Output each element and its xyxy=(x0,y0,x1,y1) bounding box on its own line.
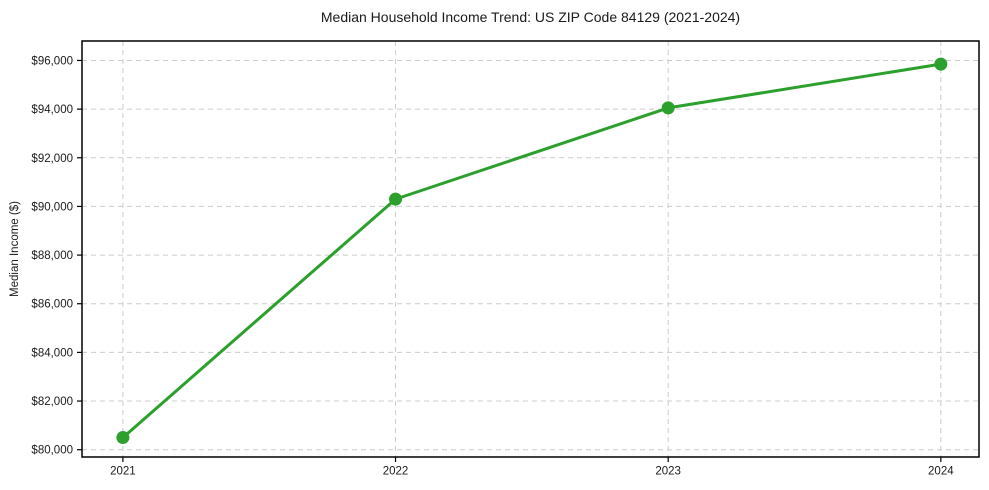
y-tick-label: $88,000 xyxy=(31,250,73,262)
x-tick-label: 2023 xyxy=(655,466,681,478)
y-tick-label: $84,000 xyxy=(31,347,73,359)
plot-border xyxy=(81,40,980,458)
y-tick-label: $80,000 xyxy=(31,445,73,457)
y-tick-label: $94,000 xyxy=(31,104,73,116)
data-point-2024 xyxy=(934,57,948,71)
x-tick-label: 2021 xyxy=(110,466,136,478)
y-tick-label: $96,000 xyxy=(31,55,73,67)
y-tick-label: $86,000 xyxy=(31,299,73,311)
x-tick-label: 2024 xyxy=(928,466,954,478)
y-tick-label: $92,000 xyxy=(31,153,73,165)
data-point-2023 xyxy=(661,101,675,115)
data-line xyxy=(121,62,943,440)
data-point-2021 xyxy=(116,431,130,445)
y-tick-label: $90,000 xyxy=(31,201,73,213)
y-tick-label: $82,000 xyxy=(31,396,73,408)
chart-title: Median Household Income Trend: US ZIP Co… xyxy=(320,9,741,25)
x-tick-label: 2022 xyxy=(383,466,409,478)
data-point-2022 xyxy=(389,192,403,206)
